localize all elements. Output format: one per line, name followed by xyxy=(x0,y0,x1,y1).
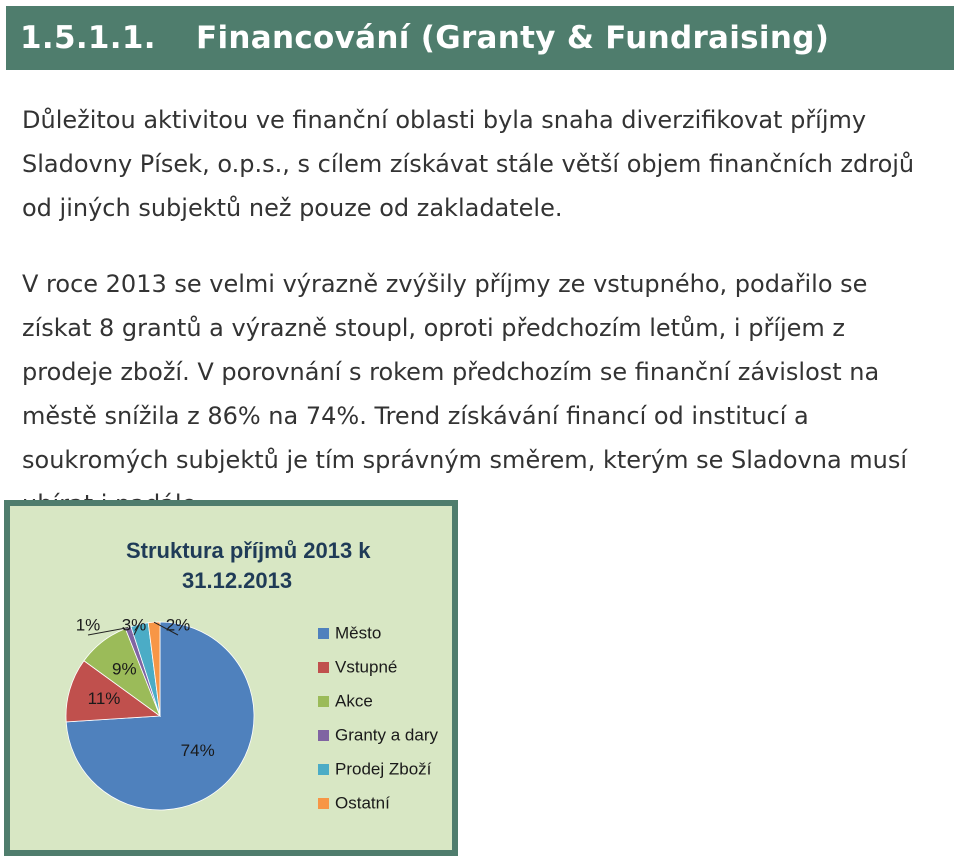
legend-label-mesto: Město xyxy=(335,623,381,642)
pie-chart: Struktura příjmů 2013 k 31.12.2013 74% 11… xyxy=(65,538,438,812)
section-heading: 1.5.1.1. Financování (Granty & Fundraisi… xyxy=(6,6,954,70)
legend-label-vstupne: Vstupné xyxy=(335,657,397,676)
legend-label-ostatni: Ostatní xyxy=(335,793,390,812)
legend-swatch-vstupne xyxy=(318,662,329,673)
section-title: Financování (Granty & Fundraising) xyxy=(196,20,830,56)
data-label-akce: 9% xyxy=(112,659,137,678)
pie-slice-vstupne xyxy=(65,660,162,723)
leader-line-granty-a-dary xyxy=(87,627,129,636)
legend-label-granty-a-dary: Granty a dary xyxy=(335,725,438,744)
legend-swatch-akce xyxy=(318,696,329,707)
legend-swatch-mesto xyxy=(318,628,329,639)
section-number: 1.5.1.1. xyxy=(20,20,156,56)
paragraph-diversification: Důležitou aktivitou ve finanční oblasti … xyxy=(22,106,915,222)
chart-title-line-1: Struktura příjmů 2013 k xyxy=(126,538,371,563)
legend-swatch-prodej-zbozi xyxy=(318,764,329,775)
legend-swatch-granty-a-dary xyxy=(318,730,329,741)
chart-frame: Struktura příjmů 2013 k 31.12.2013 74% 11… xyxy=(4,500,458,856)
data-label-mesto: 74% xyxy=(181,741,215,760)
legend-label-akce: Akce xyxy=(335,691,373,710)
data-label-granty-a-dary: 1% xyxy=(76,615,101,634)
legend-swatch-ostatni xyxy=(318,798,329,809)
leader-line-ostatni xyxy=(153,621,179,636)
chart-area: Struktura příjmů 2013 k 31.12.2013 74% 11… xyxy=(10,506,452,850)
chart-title-line-2: 31.12.2013 xyxy=(182,568,292,593)
legend-label-prodej-zbozi: Prodej Zboží xyxy=(335,759,432,778)
leader-line-prodej-zbozi xyxy=(133,624,140,636)
data-label-ostatni: 2% xyxy=(166,615,191,634)
data-label-vstupne: 11% xyxy=(88,689,121,708)
paragraph-2013-results: V roce 2013 se velmi výrazně zvýšily pří… xyxy=(22,270,908,518)
data-label-prodej-zbozi: 3% xyxy=(122,615,147,634)
